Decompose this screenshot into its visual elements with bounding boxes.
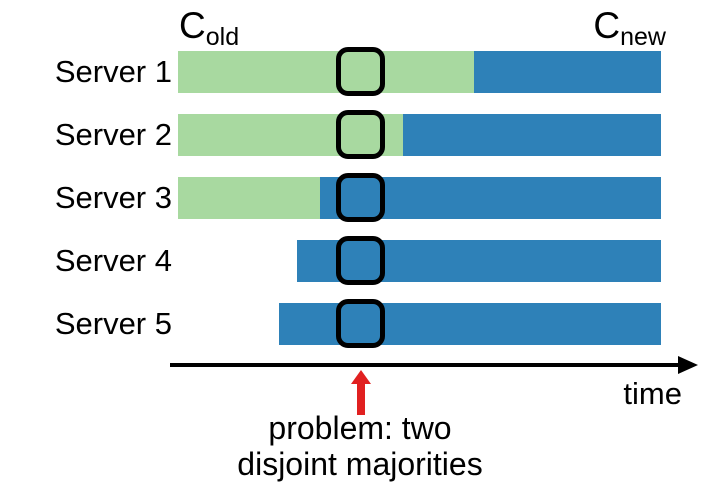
c-new-segment	[403, 114, 661, 156]
c-new-base: C	[593, 5, 621, 46]
server-timeline	[178, 299, 661, 348]
c-old-label: Cold	[179, 5, 239, 50]
c-new-label: Cnew	[560, 5, 666, 50]
c-old-segment	[178, 177, 320, 219]
majority-boundary-marker	[336, 173, 385, 222]
annotation-line-1: problem: two	[268, 410, 452, 446]
c-old-subscript: old	[205, 23, 240, 51]
server-label: Server 1	[54, 54, 172, 89]
c-old-base: C	[179, 5, 206, 46]
server-label: Server 4	[54, 243, 172, 278]
problem-arrow-head	[351, 370, 371, 384]
server-timeline	[178, 47, 661, 96]
server-timeline	[178, 110, 661, 159]
c-new-segment	[297, 240, 661, 282]
majority-boundary-marker	[336, 47, 385, 96]
c-old-segment	[178, 114, 403, 156]
time-axis-arrowhead	[678, 356, 698, 374]
annotation-line-2: disjoint majorities	[237, 446, 483, 482]
server-label: Server 2	[54, 117, 172, 152]
problem-annotation: problem: two disjoint majorities	[160, 410, 560, 482]
problem-arrow-shaft	[357, 382, 365, 415]
server-label: Server 5	[54, 306, 172, 341]
server-label: Server 3	[54, 180, 172, 215]
time-axis-label: time	[623, 376, 682, 411]
time-axis-line	[170, 363, 678, 367]
majority-boundary-marker	[336, 110, 385, 159]
c-new-subscript: new	[620, 23, 666, 51]
server-timeline	[178, 236, 661, 285]
majority-boundary-marker	[336, 236, 385, 285]
c-new-segment	[474, 51, 661, 93]
server-timeline	[178, 173, 661, 222]
c-old-segment	[178, 51, 474, 93]
majority-boundary-marker	[336, 299, 385, 348]
